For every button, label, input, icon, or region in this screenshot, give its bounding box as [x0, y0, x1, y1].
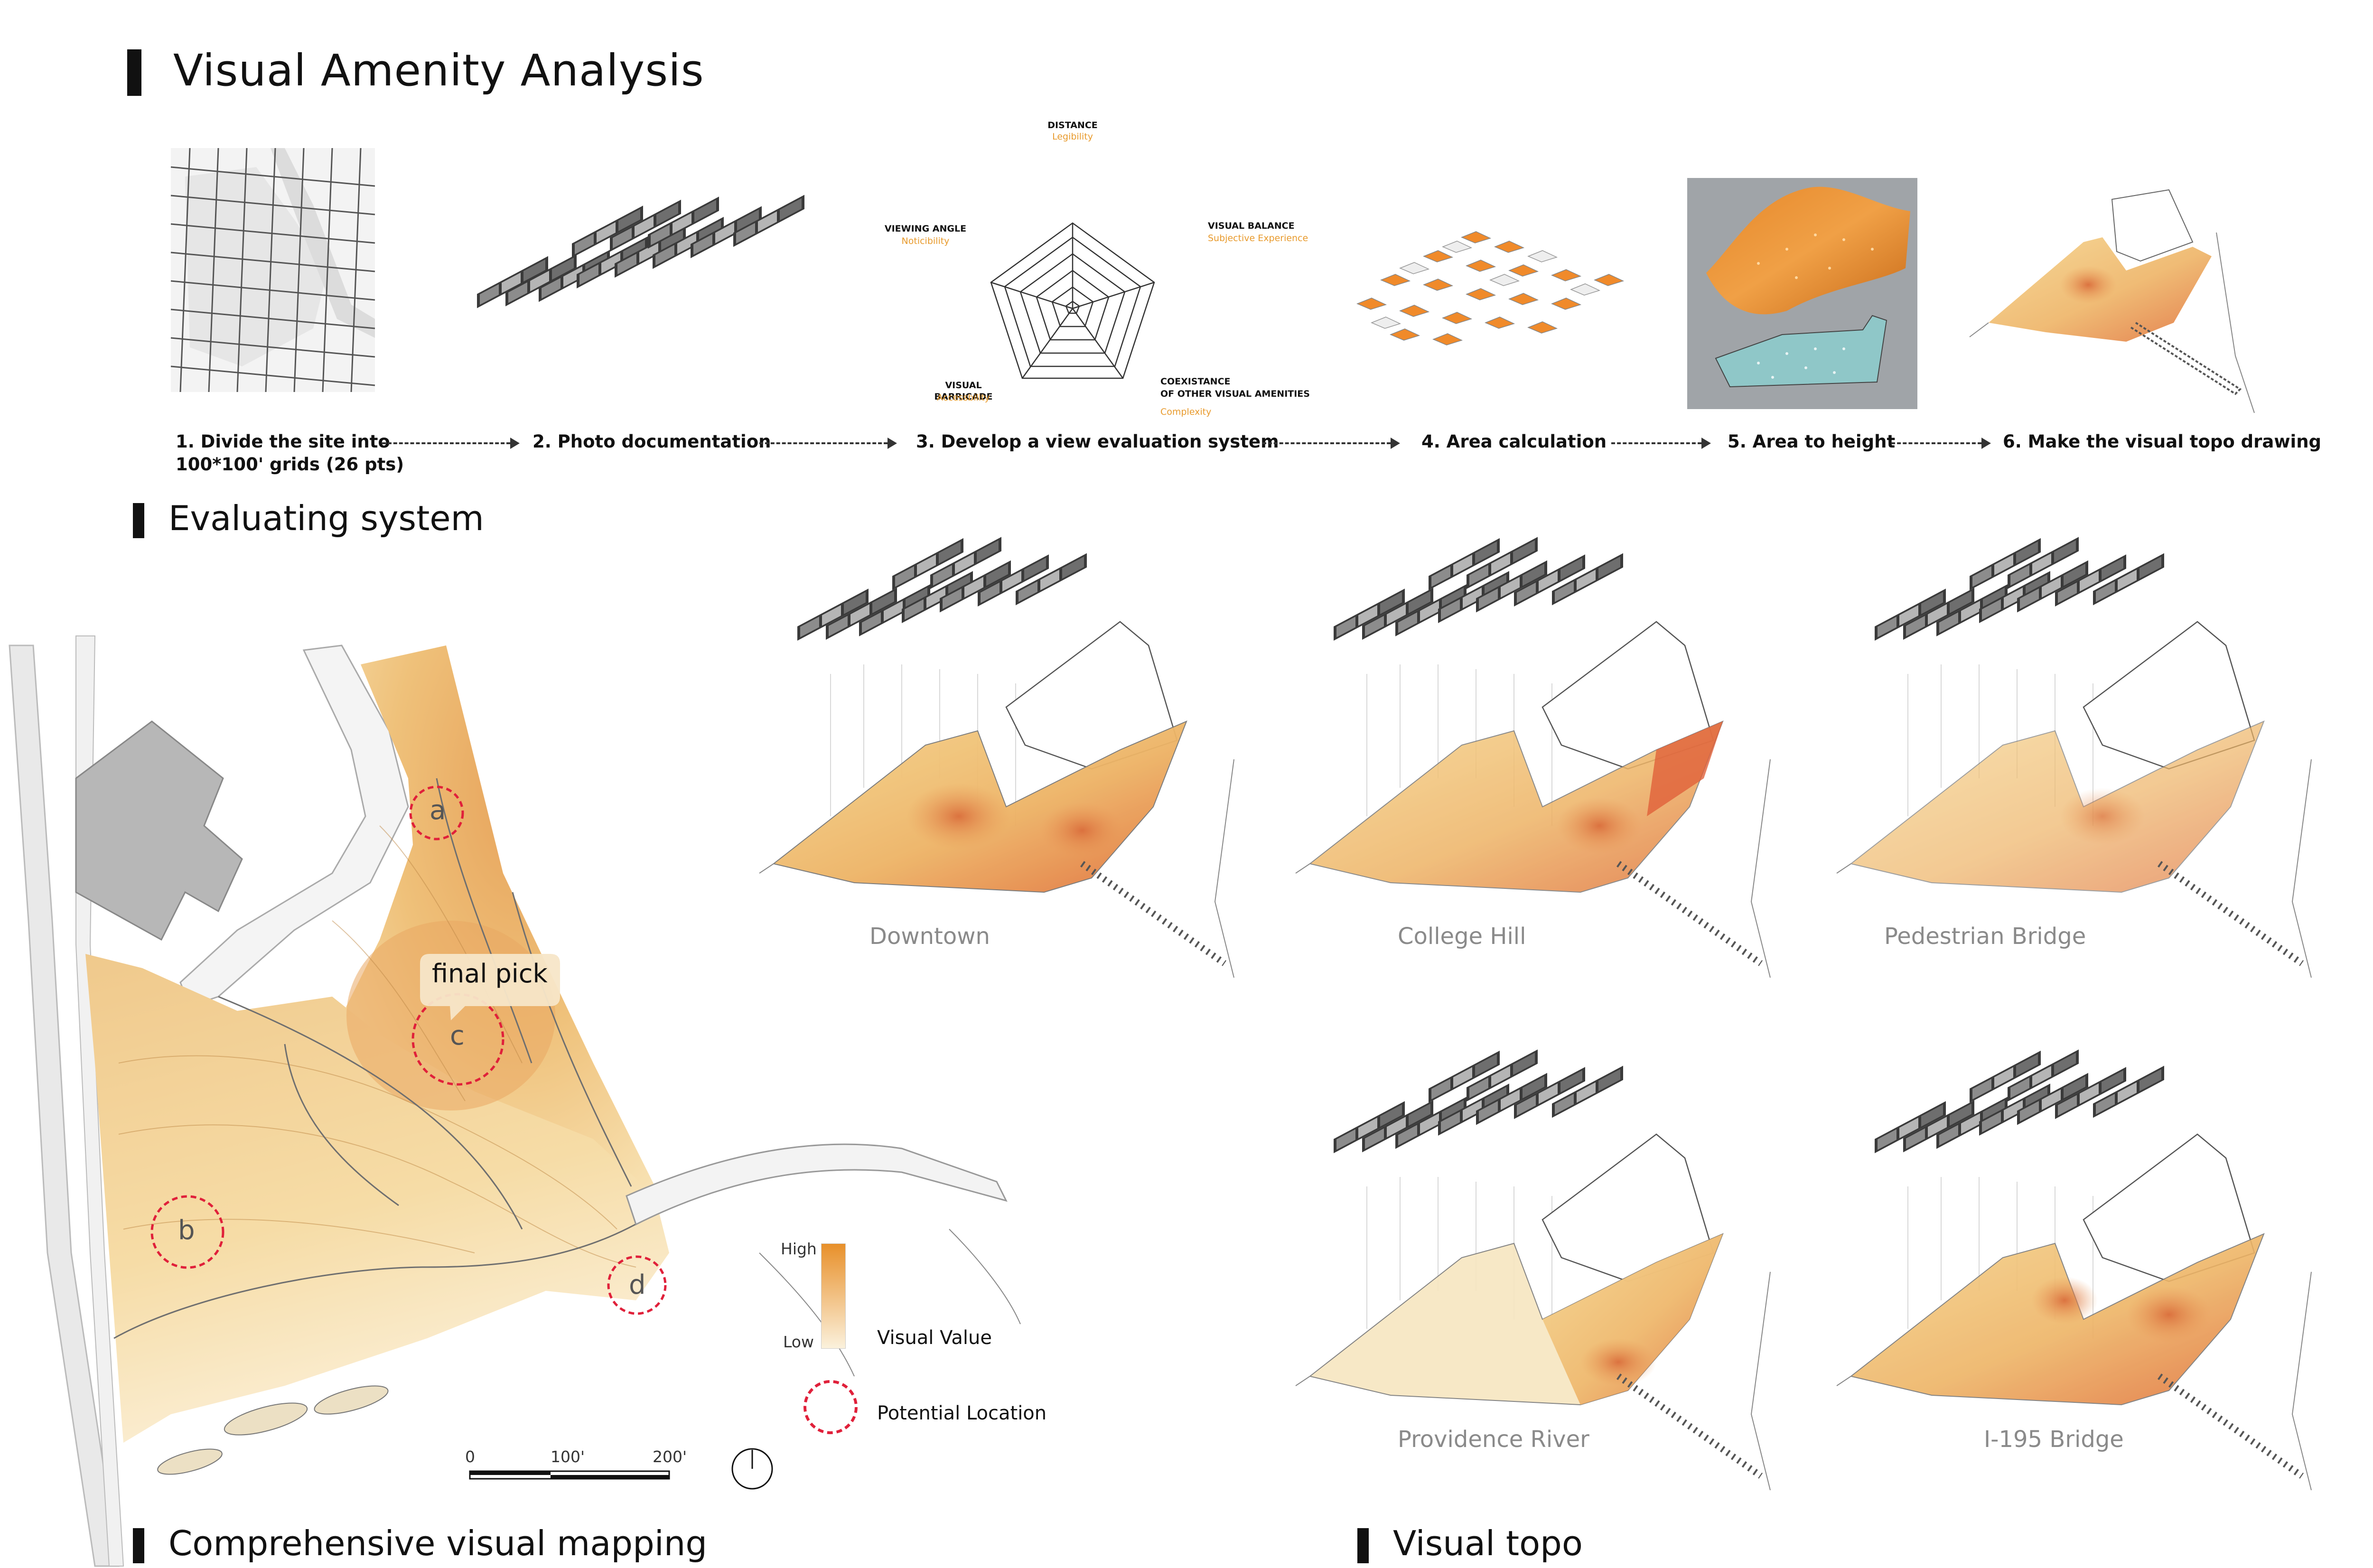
radar-axis-coexistance-sub: Complexity — [1160, 407, 1212, 417]
topo-label-providence-river: Providence River — [1398, 1426, 1589, 1453]
section-marker-mapping — [133, 1528, 144, 1563]
topo-view-i195-bridge — [1836, 1035, 2335, 1491]
flow-arrow-3 — [1262, 442, 1391, 444]
location-label-c: c — [450, 1020, 465, 1051]
step-2-label: 2. Photo documentation — [533, 431, 771, 452]
topo-label-pedestrian-bridge: Pedestrian Bridge — [1884, 923, 2086, 950]
final-pick-callout: final pick — [432, 959, 548, 989]
legend-high: High — [781, 1240, 817, 1258]
section-title-mapping: Comprehensive visual mapping — [168, 1523, 708, 1563]
legend-visual-value: Visual Value — [877, 1327, 992, 1349]
north-arrow-icon — [731, 1447, 774, 1490]
comprehensive-visual-map — [0, 635, 1139, 1567]
page-title: Visual Amenity Analysis — [173, 45, 704, 96]
radar-axis-visual-balance-sub: Subjective Experience — [1208, 233, 1308, 243]
flow-arrow-1 — [382, 442, 510, 444]
step-4-label: 4. Area calculation — [1421, 431, 1607, 452]
area-calculation-thumbnail — [1348, 228, 1642, 351]
section-title-topo: Visual topo — [1393, 1523, 1583, 1563]
step-1-label: 1. Divide the site into — [176, 431, 390, 452]
topo-label-college-hill: College Hill — [1398, 923, 1526, 950]
scale-bar — [469, 1470, 670, 1481]
flow-arrow-5-head — [1981, 438, 1991, 449]
section-marker-evaluating — [133, 503, 144, 538]
location-label-a: a — [430, 795, 446, 826]
location-label-d: d — [629, 1269, 646, 1300]
radar-axis-distance: DISTANCE — [1047, 120, 1098, 131]
legend-potential-location: Potential Location — [877, 1402, 1047, 1424]
flow-arrow-3-head — [1391, 438, 1400, 449]
radar-axis-viewing-angle-sub: Noticibility — [901, 236, 950, 246]
flow-arrow-1-head — [510, 438, 520, 449]
visual-topo-thumbnail — [1969, 185, 2292, 413]
step-5-label: 5. Area to height — [1728, 431, 1896, 452]
flow-arrow-2 — [759, 442, 888, 444]
location-label-b: b — [178, 1215, 195, 1246]
radar-axis-distance-sub: Legibility — [1052, 131, 1093, 142]
topo-view-providence-river — [1295, 1035, 1794, 1491]
scale-label-0: 0 — [465, 1447, 475, 1466]
photo-documentation-thumbnail — [467, 190, 809, 346]
radar-axis-visual-barricade-sub: Accessbility — [937, 392, 990, 403]
radar-axis-visual-balance: VISUAL BALANCE — [1208, 221, 1295, 231]
flow-arrow-4-head — [1701, 438, 1711, 449]
potential-location-icon — [802, 1379, 859, 1436]
radar-axis-viewing-angle: VIEWING ANGLE — [884, 224, 967, 234]
topo-label-i195-bridge: I-195 Bridge — [1984, 1426, 2124, 1453]
radar-axis-coexistance-line2: OF OTHER VISUAL AMENITIES — [1160, 389, 1310, 399]
step-1-label-line2: 100*100' grids (26 pts) — [176, 454, 404, 475]
step-3-label: 3. Develop a view evaluation system — [916, 431, 1279, 452]
topo-view-pedestrian-bridge — [1836, 522, 2335, 978]
step-6-label: 6. Make the visual topo drawing — [2003, 431, 2322, 452]
title-marker — [127, 49, 141, 96]
topo-view-college-hill — [1295, 522, 1794, 978]
topo-view-downtown — [759, 522, 1258, 978]
radar-axis-coexistance: COEXISTANCE — [1160, 376, 1231, 387]
section-title-evaluating: Evaluating system — [168, 498, 484, 538]
flow-arrow-4 — [1611, 442, 1701, 444]
legend-gradient — [821, 1243, 846, 1349]
scale-label-100: 100' — [551, 1447, 585, 1466]
area-to-height-thumbnail — [1687, 178, 1917, 409]
section-marker-topo — [1357, 1528, 1369, 1563]
radar-axis-visual-barricade: VISUAL BARRICADE — [934, 380, 993, 402]
legend-low: Low — [783, 1333, 814, 1351]
flow-arrow-5 — [1891, 442, 1981, 444]
scale-label-200: 200' — [653, 1447, 687, 1466]
topo-label-downtown: Downtown — [869, 923, 990, 950]
flow-arrow-2-head — [888, 438, 897, 449]
grid-map-thumbnail — [170, 148, 375, 392]
evaluation-radar — [883, 152, 1262, 399]
